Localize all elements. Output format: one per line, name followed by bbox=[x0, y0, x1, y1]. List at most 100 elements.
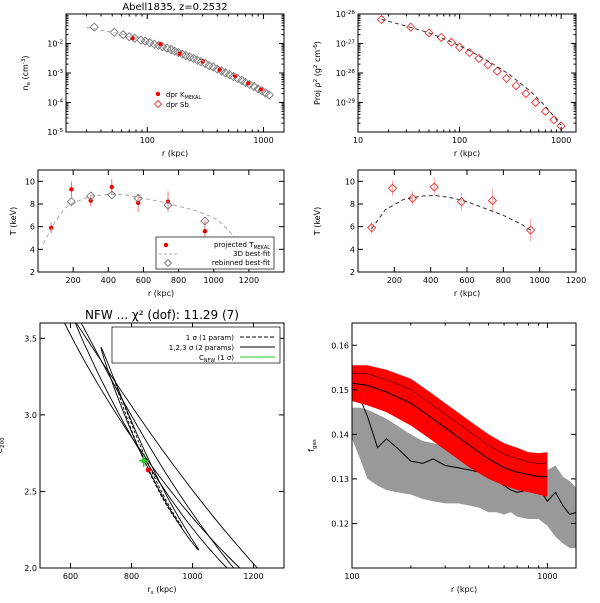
x-axis-label: r (kpc) bbox=[451, 585, 477, 594]
y-tick-label: 4 bbox=[350, 245, 355, 254]
y-tick-label: 10-2 bbox=[47, 39, 63, 48]
contour-lines bbox=[64, 323, 258, 568]
y-tick-label: 10 bbox=[345, 177, 355, 186]
series-model bbox=[381, 19, 562, 126]
series-model bbox=[371, 194, 531, 231]
x-tick-label: 100 bbox=[140, 136, 155, 145]
x-tick-label: 1000 bbox=[204, 276, 224, 285]
y-axis-label: ne (cm-3) bbox=[21, 55, 32, 90]
legend-entry: dpr Sb bbox=[166, 101, 189, 109]
x-axis-label: r (kpc) bbox=[148, 289, 174, 298]
chart-title: Abell1835, z=0.2532 bbox=[122, 2, 227, 13]
data-point bbox=[109, 27, 119, 37]
legend: 1 σ (1 param) 1,2,3 σ (2 params) CNFW (1 σ… bbox=[111, 326, 281, 364]
x-tick-label: 600 bbox=[459, 276, 474, 285]
x-axis-label: rs (kpc) bbox=[147, 585, 176, 596]
model-line bbox=[371, 194, 531, 231]
legend-entry: rebinned best-fit bbox=[212, 259, 270, 267]
data-point bbox=[140, 36, 150, 46]
legend-marker bbox=[153, 99, 163, 109]
data-point bbox=[474, 53, 484, 64]
data-point bbox=[246, 81, 251, 86]
plot-frame bbox=[357, 169, 577, 273]
series-data bbox=[376, 14, 566, 131]
x-tick-label: 100 bbox=[344, 572, 359, 581]
data-point bbox=[549, 115, 559, 125]
data-point bbox=[109, 184, 115, 190]
y-tick-label: 10 bbox=[25, 177, 35, 186]
data-point bbox=[185, 52, 195, 62]
data-point bbox=[530, 97, 541, 108]
data-point bbox=[204, 60, 214, 71]
x-axis-label: r (kpc) bbox=[162, 149, 188, 158]
legend-marker bbox=[163, 242, 169, 248]
series-dpr-k-mekal bbox=[130, 36, 264, 92]
y-tick-label: 2 bbox=[30, 268, 35, 277]
data-point bbox=[258, 87, 264, 92]
contour-2-sigma-2-params- bbox=[74, 323, 235, 568]
y-tick-label: 0.16 bbox=[331, 341, 349, 350]
plot-frame bbox=[357, 13, 577, 133]
y-tick-label: 0.14 bbox=[331, 430, 349, 439]
x-tick-label: 800 bbox=[124, 572, 139, 581]
contour-3-sigma-2-params- bbox=[64, 323, 258, 568]
legend-marker bbox=[163, 258, 173, 268]
x-tick-label: 400 bbox=[423, 276, 438, 285]
x-tick-label: 800 bbox=[171, 276, 186, 285]
y-tick-label: 2 bbox=[350, 268, 355, 277]
x-tick-label: 400 bbox=[101, 276, 116, 285]
series-data bbox=[366, 177, 536, 242]
plot-frame bbox=[351, 322, 577, 569]
data-point bbox=[149, 39, 159, 49]
data-point bbox=[86, 191, 96, 201]
data-point bbox=[487, 195, 498, 206]
y-tick-label: 2.5 bbox=[24, 487, 37, 496]
x-tick-label: 1000 bbox=[182, 572, 202, 581]
data-point bbox=[429, 182, 439, 192]
y-tick-label: 10-3 bbox=[47, 69, 63, 78]
data-point bbox=[200, 216, 210, 226]
data-point bbox=[48, 225, 54, 230]
y-axis-label: C200 bbox=[0, 437, 6, 454]
bands bbox=[352, 365, 576, 548]
data-point bbox=[158, 41, 163, 47]
chart-fgas: 100 1000 0.12 0.13 0.14 0.15 0.16 r (kpc) fgas bbox=[307, 322, 577, 594]
y-tick-label: 3.0 bbox=[24, 411, 37, 420]
line-red-inner bbox=[352, 372, 548, 464]
data-point bbox=[133, 193, 143, 203]
legend-entry: projected TMEKAL bbox=[214, 241, 270, 251]
x-tick-label: 800 bbox=[496, 276, 511, 285]
y-tick-label: 6 bbox=[30, 223, 35, 232]
series-rebinned-best-fit bbox=[66, 190, 210, 226]
x-tick-label: 1000 bbox=[537, 572, 557, 581]
x-tick-label: 1200 bbox=[239, 276, 259, 285]
y-tick-label: 10-26 bbox=[336, 10, 356, 19]
y-axis-label: T (keV) bbox=[9, 207, 18, 236]
plot-frame bbox=[65, 13, 285, 133]
y-tick-label: 0.13 bbox=[331, 475, 349, 484]
x-tick-label: 1000 bbox=[253, 136, 273, 145]
y-tick-label: 10-27 bbox=[336, 39, 356, 48]
y-tick-label: 3.5 bbox=[24, 334, 37, 343]
data-point bbox=[521, 88, 531, 99]
x-axis-label: r (kpc) bbox=[454, 289, 480, 298]
data-point bbox=[424, 28, 434, 38]
band-grey-band bbox=[352, 407, 576, 548]
y-axis-label: T (keV) bbox=[313, 207, 322, 236]
data-point bbox=[387, 183, 398, 193]
data-point bbox=[89, 22, 99, 32]
data-point bbox=[376, 14, 387, 25]
data-point bbox=[220, 68, 231, 78]
y-tick-label: 10-29 bbox=[336, 98, 356, 107]
model-line bbox=[86, 26, 273, 95]
series-dpr-sb bbox=[89, 22, 274, 100]
legend-entry: CNFW (1 σ) bbox=[199, 354, 234, 364]
legend-entry: 1,2,3 σ (2 params) bbox=[169, 344, 234, 352]
y-tick-label: 10-28 bbox=[336, 69, 356, 78]
chart-ne: 100 1000 10-5 10-4 10-3 10-2 r (kpc) ne (cm-3) A… bbox=[21, 2, 285, 158]
y-axis-label: fgas bbox=[307, 439, 318, 452]
data-point bbox=[406, 22, 416, 32]
x-tick-label: 1200 bbox=[566, 276, 586, 285]
y-tick-label: 2.0 bbox=[24, 564, 37, 573]
